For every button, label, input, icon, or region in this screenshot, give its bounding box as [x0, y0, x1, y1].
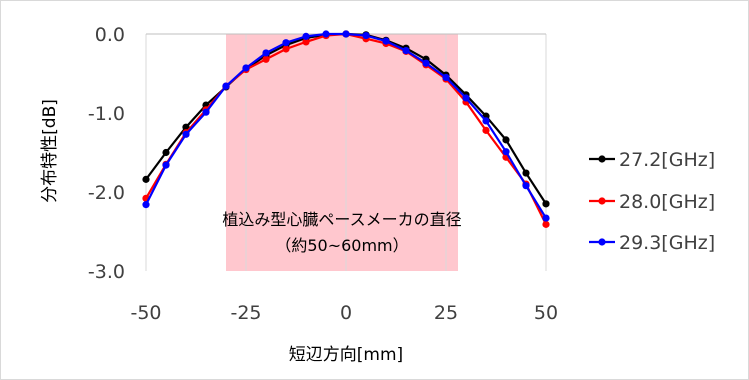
data-point-series-3 — [222, 82, 230, 90]
x-tick-label: 0 — [340, 302, 352, 324]
data-point-series-1 — [542, 200, 550, 208]
data-point-series-3 — [402, 46, 410, 55]
data-point-series-3 — [242, 64, 250, 72]
data-point-series-1 — [162, 148, 170, 157]
x-tick-label: -25 — [230, 302, 261, 324]
x-tick-label: 50 — [534, 302, 558, 324]
data-point-series-2 — [302, 38, 310, 46]
data-point-series-3 — [382, 37, 390, 45]
legend-label-3: 29.3[GHz] — [619, 232, 715, 254]
data-point-series-2 — [262, 55, 270, 63]
data-point-series-3 — [542, 214, 550, 222]
data-point-series-3 — [282, 39, 290, 47]
data-point-series-3 — [342, 30, 350, 38]
highlight-region — [226, 34, 458, 271]
y-tick-label: -3.0 — [88, 261, 125, 283]
x-axis-title: 短辺方向[mm] — [289, 345, 403, 365]
data-point-series-2 — [482, 126, 490, 134]
legend-label-2: 28.0[GHz] — [619, 191, 715, 213]
y-axis-title: 分布特性[dB] — [40, 99, 60, 203]
data-point-series-3 — [142, 201, 150, 209]
data-point-series-3 — [362, 31, 370, 40]
y-tick-label: -2.0 — [88, 182, 125, 204]
x-tick-label: 25 — [434, 302, 458, 324]
data-point-series-1 — [522, 169, 530, 177]
data-point-series-3 — [322, 30, 330, 38]
data-point-series-3 — [202, 108, 210, 116]
x-tick-label: -50 — [130, 302, 161, 324]
legend-marker-2 — [598, 197, 606, 205]
data-point-series-2 — [282, 45, 290, 53]
data-point-series-3 — [182, 130, 190, 138]
data-point-series-3 — [522, 182, 530, 190]
annotation-line-2: （約50~60mm） — [275, 236, 408, 255]
data-point-series-3 — [262, 49, 270, 57]
data-point-series-3 — [462, 94, 470, 102]
legend-marker-3 — [598, 238, 606, 246]
y-tick-label: 0.0 — [95, 24, 125, 46]
legend-label-1: 27.2[GHz] — [619, 149, 715, 171]
legend: 27.2[GHz] 28.0[GHz] 29.3[GHz] — [589, 149, 715, 254]
data-point-series-3 — [422, 59, 430, 67]
data-point-series-1 — [502, 136, 510, 144]
data-point-series-3 — [162, 161, 170, 169]
data-point-series-3 — [502, 148, 510, 156]
data-point-series-3 — [482, 117, 490, 125]
data-point-series-2 — [542, 220, 550, 228]
legend-marker-1 — [598, 155, 606, 163]
annotation-line-1: 植込み型心臓ペースメーカの直径 — [222, 210, 461, 229]
data-point-series-1 — [142, 175, 150, 183]
y-tick-label: -1.0 — [88, 103, 125, 125]
data-point-series-3 — [442, 73, 450, 82]
data-point-series-3 — [302, 32, 310, 40]
